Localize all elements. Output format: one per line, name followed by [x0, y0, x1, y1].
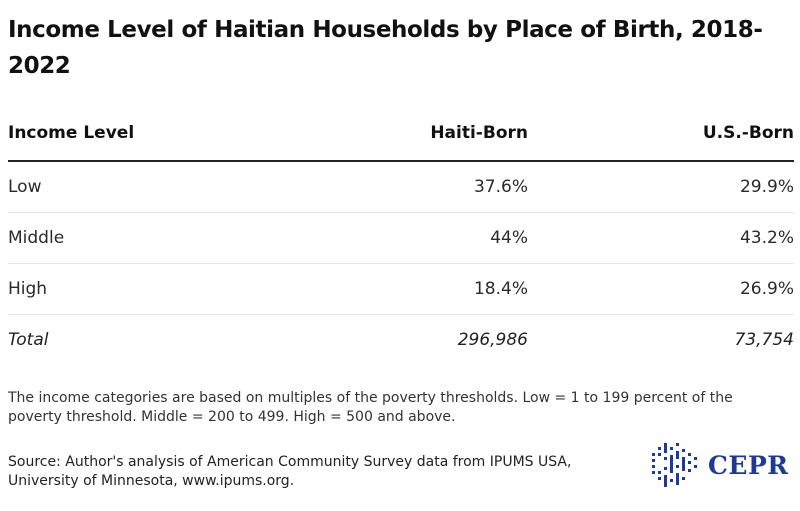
source-note: Source: Author's analysis of American Co…	[8, 454, 572, 489]
chart-title: Income Level of Haitian Households by Pl…	[8, 17, 763, 79]
cell-us-born: 43.2%	[528, 212, 794, 264]
cell-haiti-born: 44%	[308, 212, 528, 264]
row-label: Total	[8, 330, 49, 350]
table-row-total: Total 296,986 73,754	[8, 315, 794, 366]
footnote: The income categories are based on multi…	[8, 390, 733, 425]
income-table: Income Level Haiti-Born U.S.-Born Low 37…	[8, 106, 794, 365]
row-label: Middle	[8, 212, 308, 264]
cell-us-born: 26.9%	[528, 263, 794, 315]
cell-haiti-born: 18.4%	[308, 263, 528, 315]
logo-text: CEPR	[708, 451, 789, 480]
table-row-low: Low 37.6% 29.9%	[8, 161, 794, 213]
cell-haiti-born: 37.6%	[308, 161, 528, 213]
cepr-logo-mark-icon	[652, 443, 697, 487]
column-header-income-level: Income Level	[8, 106, 308, 162]
table-header-row: Income Level Haiti-Born U.S.-Born	[8, 106, 794, 162]
table-row-middle: Middle 44% 43.2%	[8, 212, 794, 264]
cell-us-born: 29.9%	[528, 161, 794, 213]
column-header-us-born: U.S.-Born	[528, 106, 794, 162]
table-row-high: High 18.4% 26.9%	[8, 263, 794, 315]
row-label: Low	[8, 161, 308, 213]
cell-haiti-born: 296,986	[457, 330, 528, 350]
row-label: High	[8, 263, 308, 315]
cell-us-born: 73,754	[734, 330, 794, 350]
cepr-logo: CEPR	[650, 441, 800, 491]
column-header-haiti-born: Haiti-Born	[308, 106, 528, 162]
